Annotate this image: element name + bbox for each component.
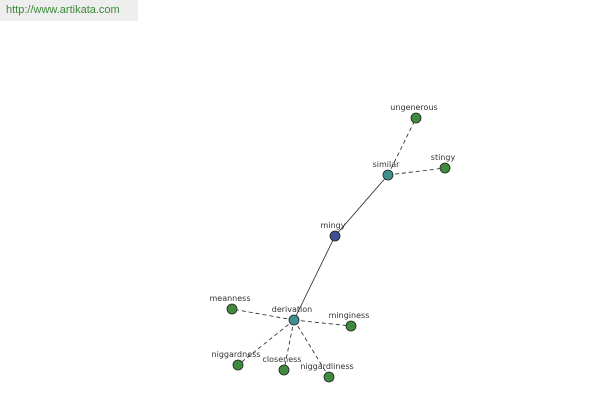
dashed-edge [283, 319, 295, 371]
node [439, 162, 451, 174]
dashed-edge [231, 308, 295, 321]
node [345, 320, 357, 332]
dashed-edge [237, 319, 295, 366]
node-label: niggardliness [300, 362, 353, 371]
dashed-edge [293, 319, 352, 327]
dashed-edge [387, 117, 417, 176]
node [232, 359, 244, 371]
node [323, 371, 335, 383]
node-label: derivation [272, 305, 312, 314]
dashed-edge [387, 167, 446, 176]
node [382, 169, 394, 181]
node-label: meanness [209, 294, 250, 303]
node-label: ungenerous [390, 103, 437, 112]
site-url[interactable]: http://www.artikata.com [6, 4, 120, 16]
node [410, 112, 422, 124]
header: http://www.artikata.com [0, 0, 138, 21]
node [226, 303, 238, 315]
edge [293, 235, 336, 321]
node-label: mingy [321, 221, 346, 230]
edge [334, 174, 389, 237]
node-label: similar [373, 160, 401, 169]
node [288, 314, 300, 326]
node-label: closeness [263, 355, 302, 364]
node-label: niggardness [212, 350, 261, 359]
node-label: stingy [431, 153, 456, 162]
node [278, 364, 290, 376]
node-label: minginess [329, 311, 370, 320]
node [329, 230, 341, 242]
